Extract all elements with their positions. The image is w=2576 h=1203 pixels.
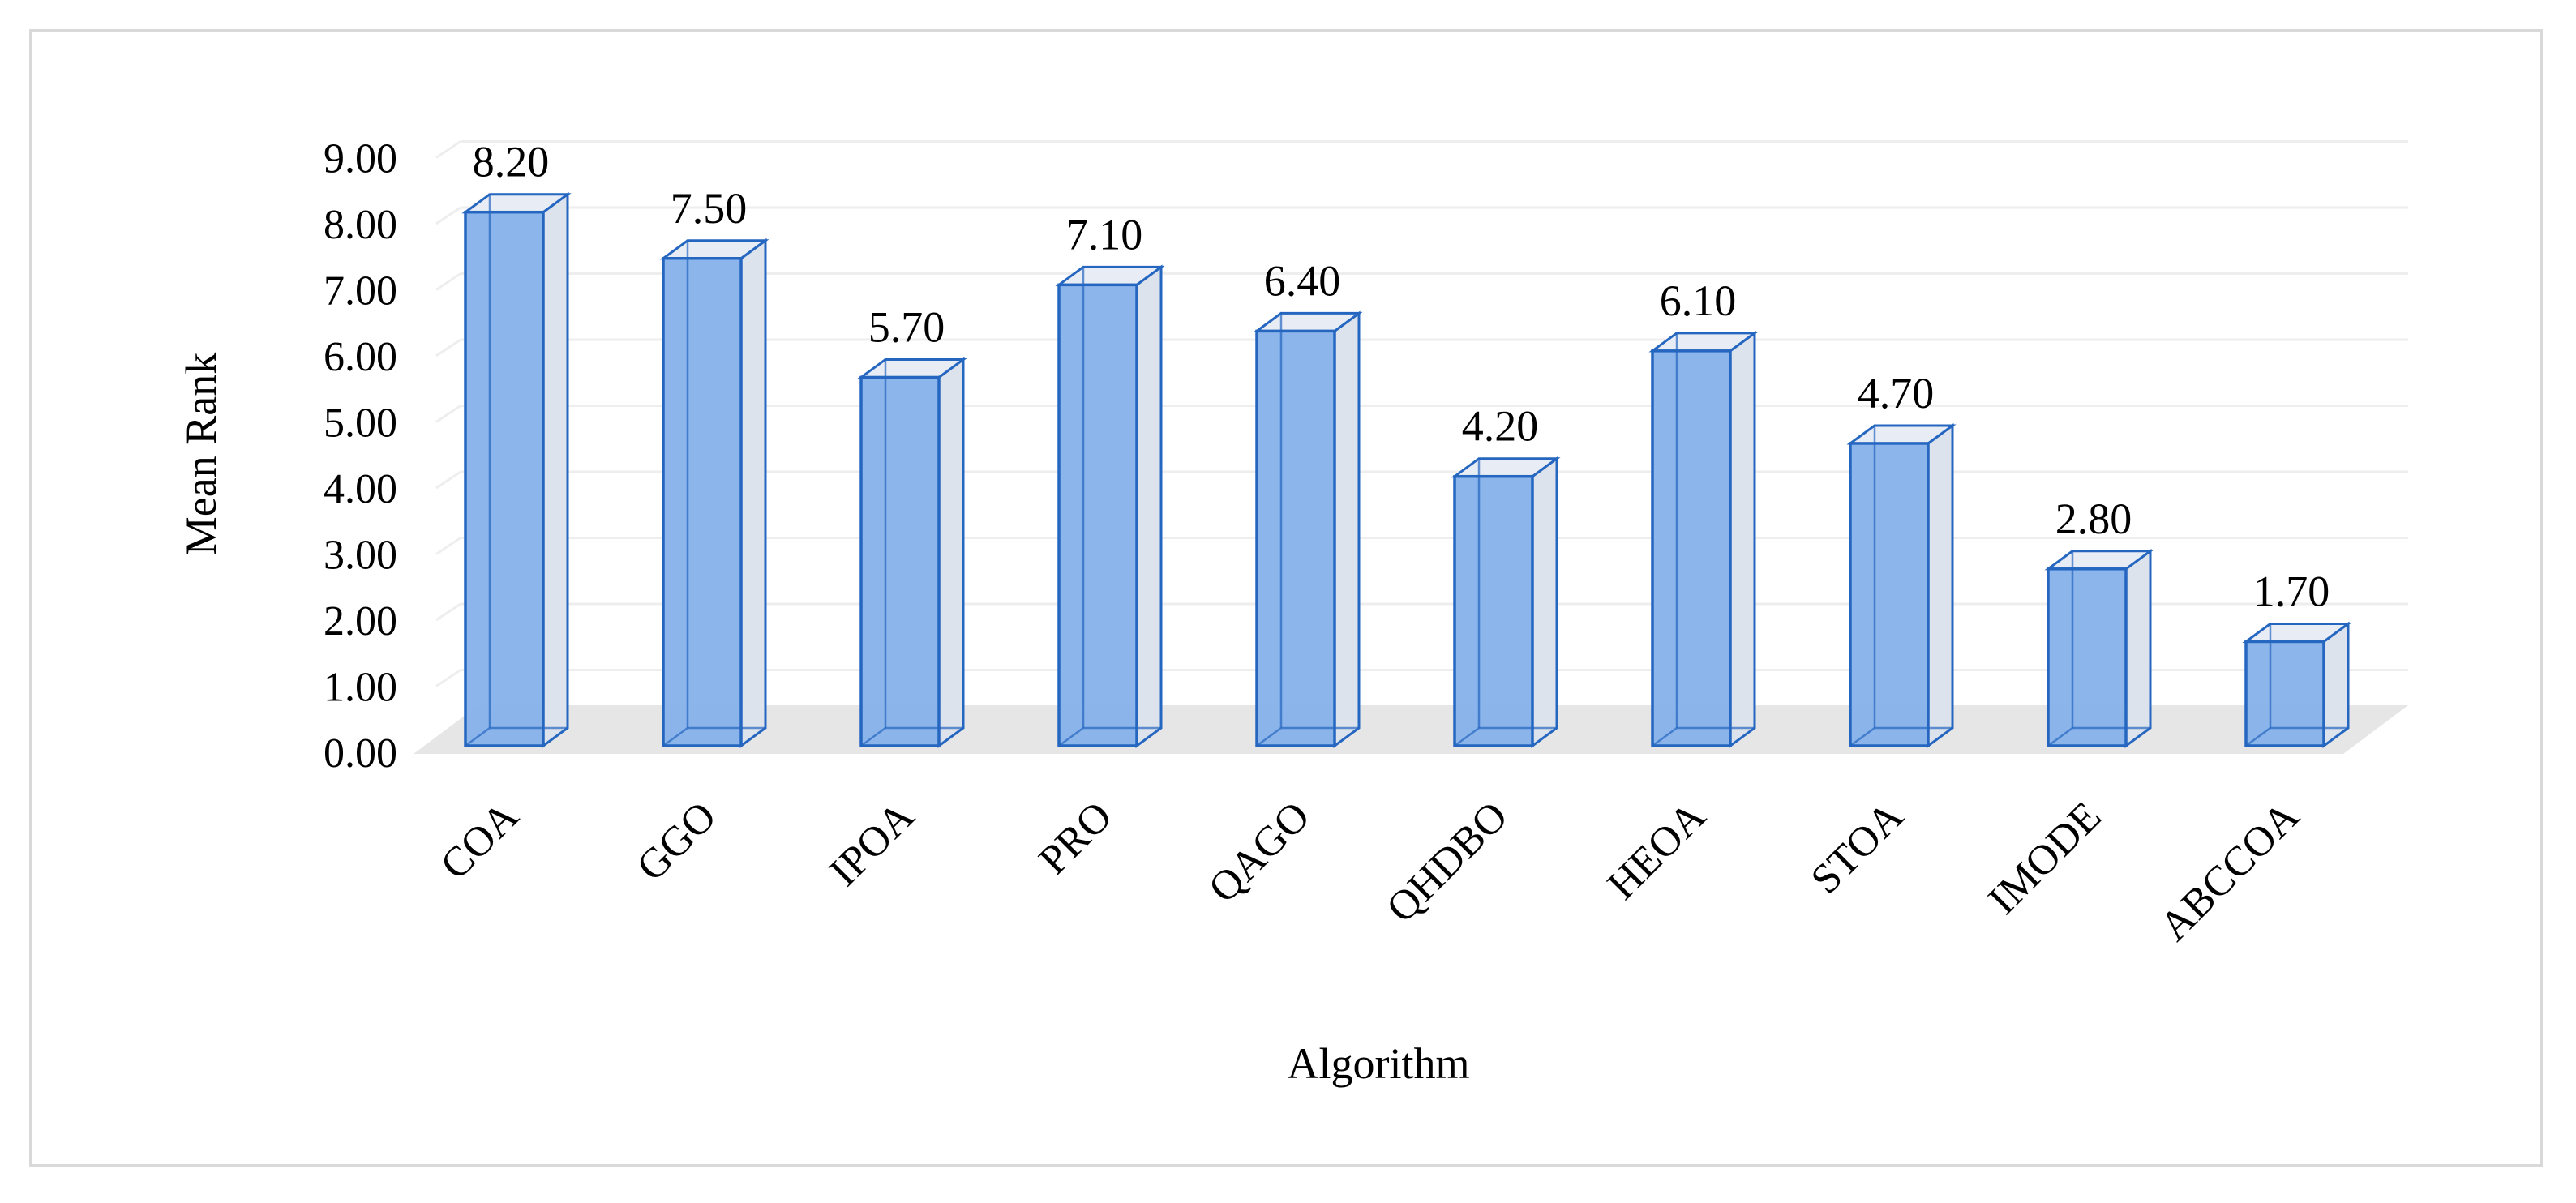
x-tick-label: QHDBO <box>1378 793 1516 931</box>
y-tick-label: 1.00 <box>324 665 397 711</box>
bar-inner-edge <box>465 726 491 747</box>
x-tick-label: IMODE <box>1980 793 2111 923</box>
bar-front-face <box>464 210 545 747</box>
data-label: 2.80 <box>2055 494 2132 543</box>
data-label: 6.40 <box>1264 256 1341 305</box>
x-tick-label: ABCCOA <box>2151 793 2308 950</box>
data-label: 8.20 <box>473 138 550 186</box>
bar-heoa <box>1648 330 1759 748</box>
bar-front-face <box>2244 640 2325 747</box>
gridline-diagonal <box>435 140 461 159</box>
bar-side-face <box>739 238 767 748</box>
bar-side-face <box>2124 548 2152 748</box>
data-label: 1.70 <box>2253 567 2330 615</box>
data-label: 5.70 <box>868 302 945 351</box>
gridline-diagonal <box>435 602 461 622</box>
y-axis-title: Mean Rank <box>177 353 225 555</box>
bar-front-face <box>2047 567 2128 747</box>
bar-side-face <box>1333 310 1361 748</box>
gridlines <box>435 140 2408 687</box>
gridline-diagonal <box>435 338 461 357</box>
gridline-diagonal <box>435 669 461 687</box>
data-label: 6.10 <box>1660 276 1737 325</box>
x-tick-label: GGO <box>628 793 726 890</box>
x-axis-title: Algorithm <box>1288 1039 1470 1088</box>
gridline-diagonal <box>435 405 461 423</box>
bar-front-face <box>1255 329 1336 747</box>
x-tick-label: PRO <box>1031 793 1121 884</box>
bar-inner-edge <box>2047 726 2073 747</box>
data-label: 4.20 <box>1462 402 1539 451</box>
y-tick-label: 0.00 <box>324 730 397 777</box>
bar-front-face <box>1453 474 1534 747</box>
bar-inner-edge <box>1849 726 1875 747</box>
bar-side-face <box>1135 264 1163 748</box>
bar-inner-edge <box>1256 726 1282 747</box>
gridline-diagonal <box>435 537 461 555</box>
y-tick-label: 4.00 <box>324 466 397 512</box>
bar-front-face <box>1057 283 1138 747</box>
gridline-diagonal <box>435 206 461 225</box>
y-tick-label: 9.00 <box>324 136 397 182</box>
x-tick-label: STOA <box>1802 793 1913 903</box>
bar-inner-edge <box>860 726 886 747</box>
bar-inner-edge <box>2245 726 2271 747</box>
bar-front-face <box>662 257 743 747</box>
bar-imode <box>2044 548 2154 748</box>
y-tick-label: 2.00 <box>324 598 397 644</box>
x-tick-label: IPOA <box>821 793 923 895</box>
x-tick-label: QAGO <box>1200 793 1319 912</box>
y-tick-label: 5.00 <box>324 400 397 447</box>
gridline-diagonal <box>435 272 461 291</box>
bar-coa <box>461 191 572 748</box>
bar-side-face <box>1927 422 1954 748</box>
bar-pro <box>1055 264 1165 748</box>
bar-side-face <box>1531 456 1558 748</box>
bar-side-face <box>937 357 965 748</box>
data-labels: 8.20 7.50 5.70 7.10 6.40 4.20 6.10 4.70 2.80 1.70 <box>473 138 2330 616</box>
bar-qago <box>1253 310 1363 748</box>
gridline-diagonal <box>435 470 461 490</box>
x-tick-label: HEOA <box>1599 793 1715 909</box>
x-axis-ticks: COA GGO IPOA PRO QAGO QHDBO HEOA STOA IMODE ABCCO… <box>432 793 2308 950</box>
bar-inner-edge <box>1652 726 1678 747</box>
y-tick-label: 6.00 <box>324 334 397 380</box>
bar-side-face <box>1729 330 1756 748</box>
y-tick-label: 3.00 <box>324 533 397 579</box>
y-tick-label: 7.00 <box>324 268 397 315</box>
bar-inner-edge <box>1058 726 1084 747</box>
bar-qhdbo <box>1451 456 1561 748</box>
data-label: 7.10 <box>1066 210 1143 259</box>
data-label: 7.50 <box>671 184 748 233</box>
x-tick-label: COA <box>432 793 528 888</box>
y-axis-ticks: 0.00 1.00 2.00 3.00 4.00 5.00 6.00 7.00 8.00 9.00 <box>324 136 397 777</box>
bar-inner-edge <box>662 726 688 747</box>
bar-abccoa <box>2242 621 2352 748</box>
bar-ggo <box>659 238 769 748</box>
y-tick-label: 8.00 <box>324 202 397 248</box>
bar-front-face <box>1651 349 1732 747</box>
data-label: 4.70 <box>1858 369 1935 417</box>
bar-front-face <box>859 375 941 747</box>
bar-inner-edge <box>1454 726 1480 747</box>
bar-ipoa <box>857 357 967 748</box>
bar-front-face <box>1849 442 1930 747</box>
bar-stoa <box>1846 422 1957 748</box>
bars <box>461 191 2352 748</box>
bar-side-face <box>542 191 569 748</box>
